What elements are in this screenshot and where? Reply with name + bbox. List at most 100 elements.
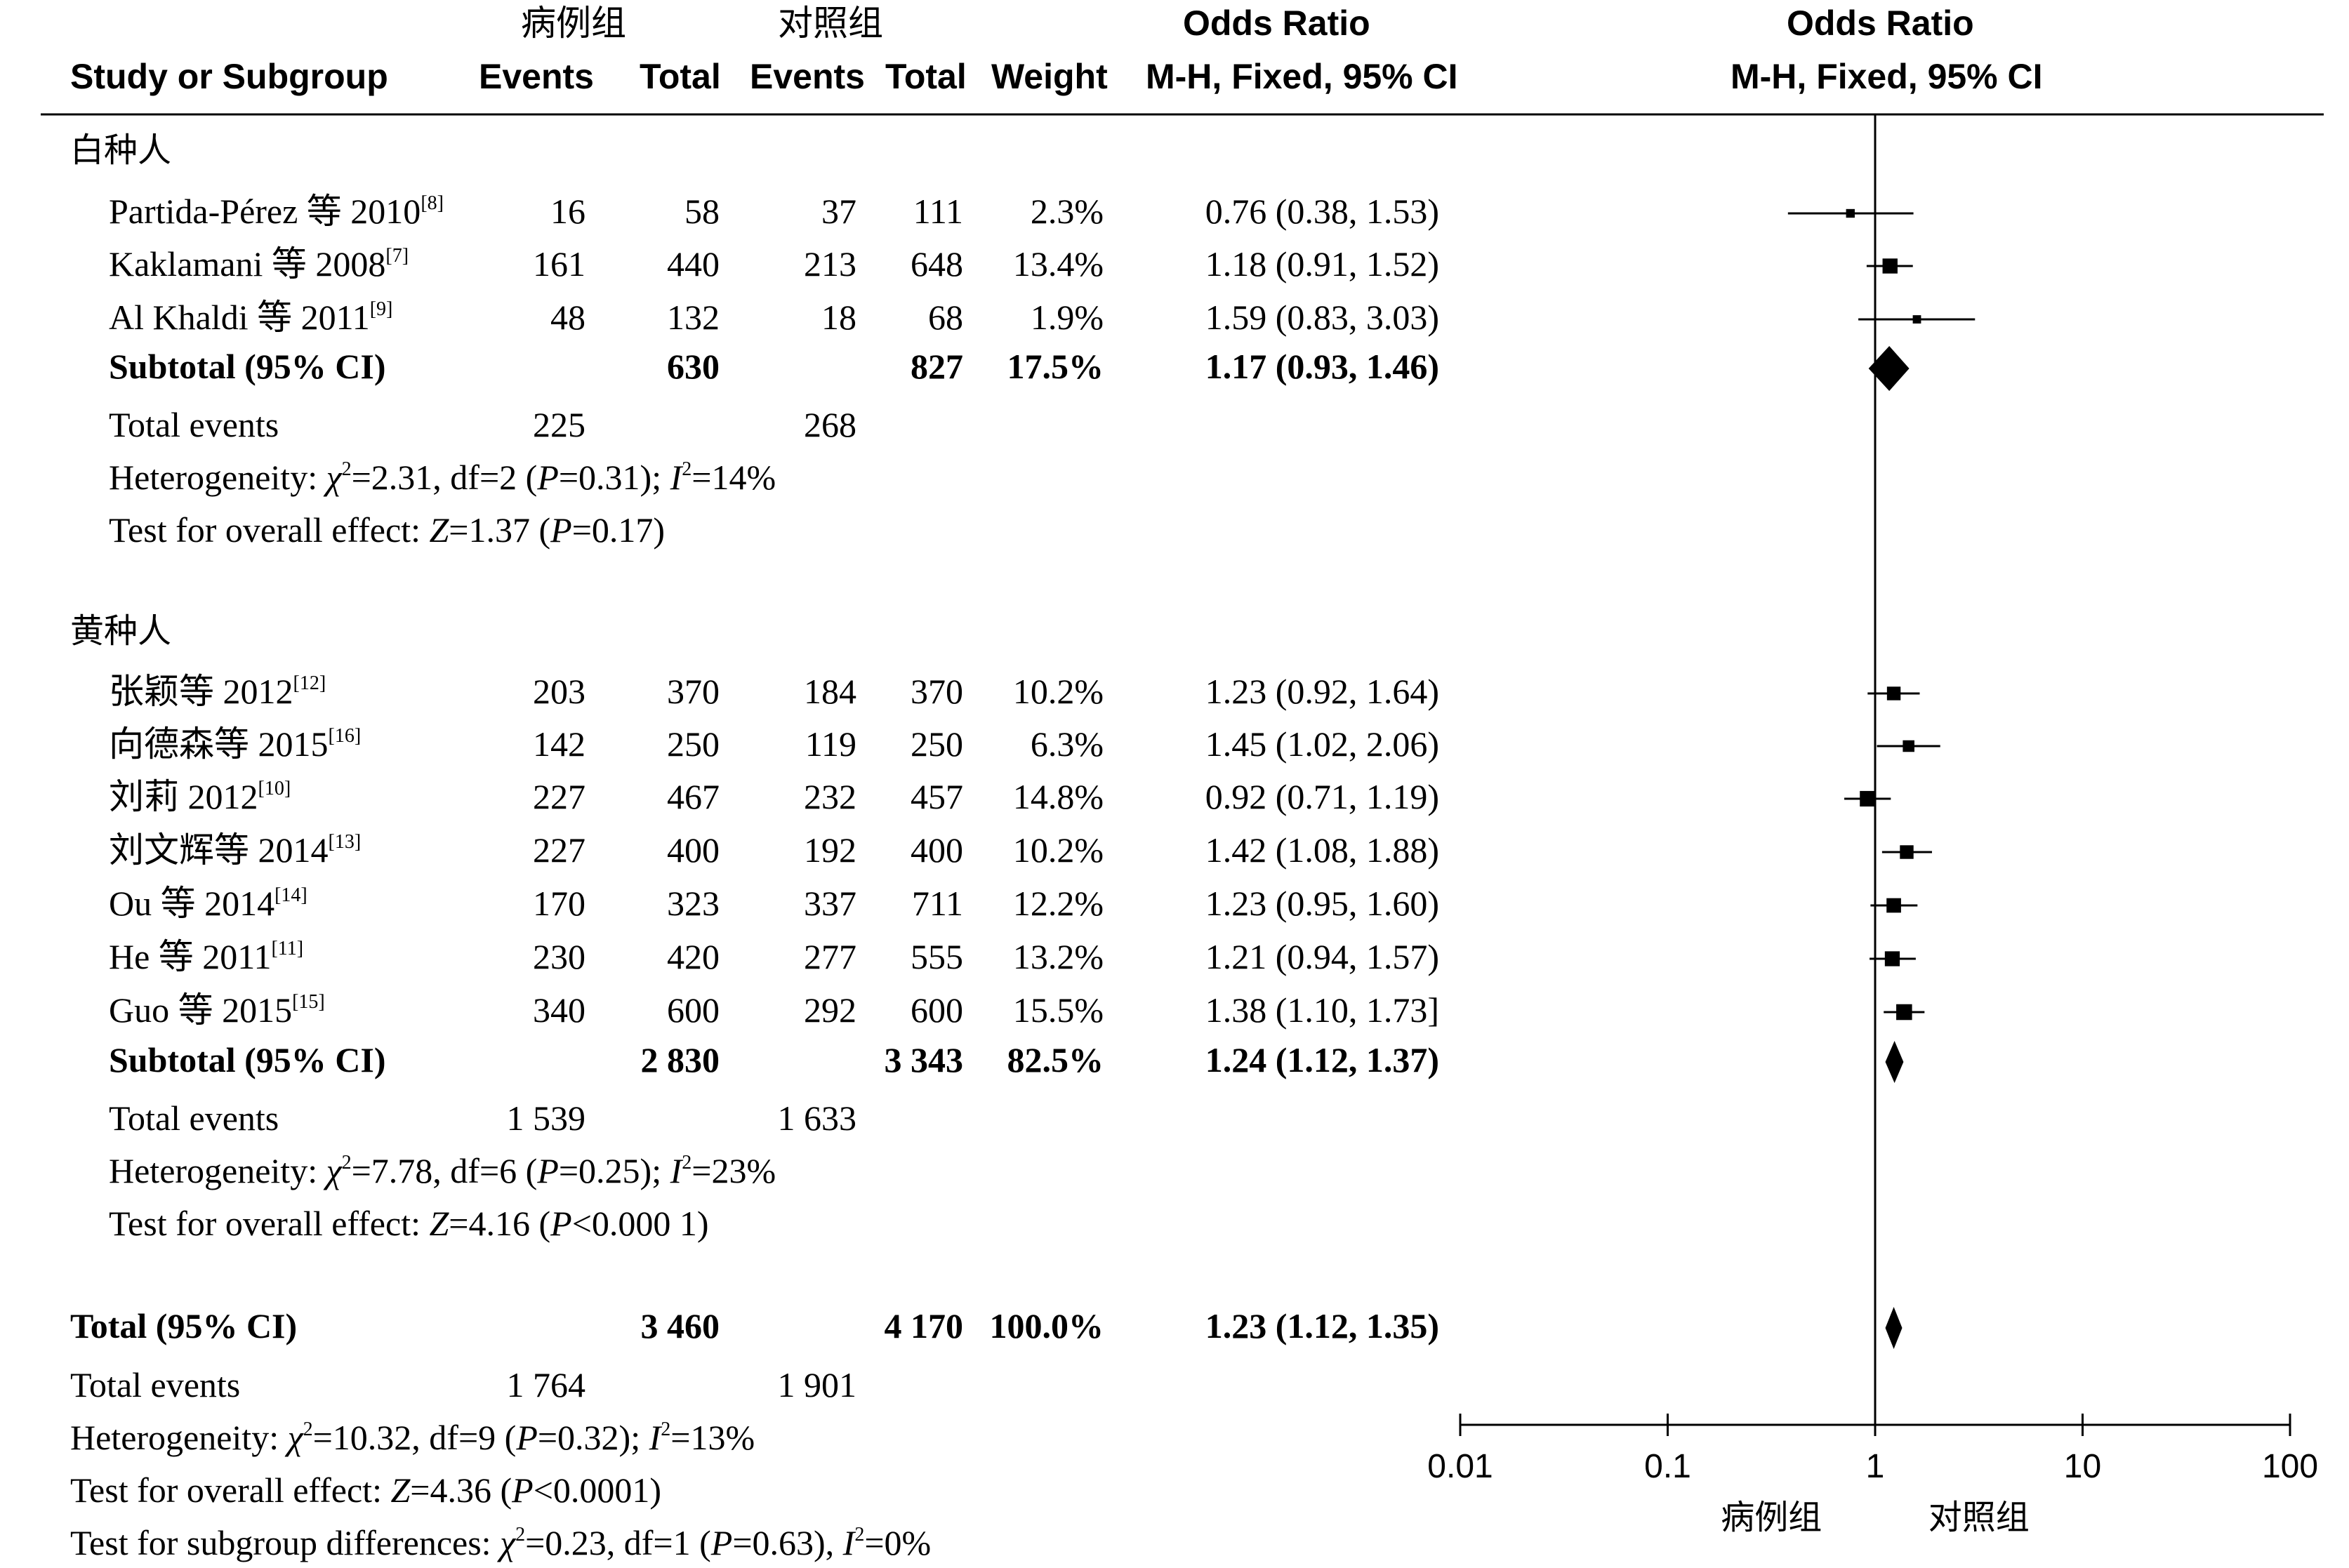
- header-odds-ratio-right: Odds Ratio: [1787, 4, 1974, 43]
- subgroup-total-events-label: Total events: [109, 405, 279, 444]
- header-ctrl-total: Total: [885, 57, 967, 96]
- case-total: 420: [667, 937, 720, 976]
- subgroup-differences: Test for subgroup differences: χ2=0.23, …: [70, 1523, 932, 1562]
- study-weight: 13.4%: [1012, 244, 1104, 284]
- ctrl-total: 68: [928, 298, 963, 337]
- study-weight: 13.2%: [1012, 937, 1104, 976]
- ctrl-events: 232: [804, 777, 856, 816]
- total-events-case: 1 764: [506, 1365, 586, 1404]
- study-weight: 10.2%: [1012, 830, 1104, 870]
- header-method-left: M-H, Fixed, 95% CI: [1146, 57, 1458, 96]
- study-weight: 2.3%: [1030, 192, 1104, 231]
- subtotal-ci: 1.24 (1.12, 1.37): [1205, 1040, 1439, 1079]
- case-total: 440: [667, 244, 720, 284]
- study-ci: 0.76 (0.38, 1.53): [1205, 192, 1439, 231]
- subgroup-heterogeneity: Heterogeneity: χ2=7.78, df=6 (P=0.25); I…: [109, 1151, 776, 1190]
- axis-tick-label: 10: [2063, 1448, 2102, 1485]
- point-estimate: [1882, 258, 1898, 274]
- study-name: Guo 等 2015[15]: [109, 990, 325, 1030]
- point-estimate: [1886, 686, 1901, 700]
- study-reference: [15]: [292, 991, 325, 1013]
- total-events-ctrl: 1 901: [777, 1365, 857, 1404]
- study-weight: 14.8%: [1012, 777, 1104, 816]
- favours-right-label: 对照组: [1928, 1498, 2030, 1537]
- axis-tick-label: 0.01: [1427, 1448, 1493, 1485]
- study-ci: 1.59 (0.83, 3.03): [1205, 298, 1439, 337]
- study-ci: 1.42 (1.08, 1.88): [1205, 830, 1439, 870]
- subtotal-ctrl-total: 827: [911, 347, 963, 386]
- subgroup-overall-effect: Test for overall effect: Z=1.37 (P=0.17): [109, 510, 666, 550]
- study-reference: [11]: [271, 938, 304, 959]
- ctrl-events: 337: [804, 884, 856, 923]
- ctrl-total: 111: [913, 192, 963, 231]
- point-estimate: [1886, 898, 1901, 913]
- case-events: 227: [533, 777, 585, 816]
- ctrl-total: 555: [911, 937, 963, 976]
- study-ci: 1.23 (0.92, 1.64): [1205, 672, 1439, 711]
- study-reference: [14]: [274, 884, 307, 906]
- study-reference: [13]: [328, 831, 362, 853]
- point-estimate: [1903, 740, 1914, 752]
- subgroup-total-events-case: 225: [533, 405, 585, 444]
- header-case-events: Events: [479, 57, 594, 96]
- total-case-total: 3 460: [640, 1306, 720, 1346]
- study-name: 刘莉 2012[10]: [109, 777, 291, 816]
- study-weight: 12.2%: [1012, 884, 1104, 923]
- total-weight: 100.0%: [989, 1306, 1104, 1346]
- header-ctrl-events: Events: [750, 57, 865, 96]
- ctrl-events: 184: [804, 672, 856, 711]
- study-name: 向德森等 2015[16]: [109, 724, 362, 764]
- ctrl-events: 277: [804, 937, 856, 976]
- subtotal-weight: 82.5%: [1007, 1040, 1104, 1079]
- ctrl-total: 648: [911, 244, 963, 284]
- case-events: 230: [533, 937, 585, 976]
- point-estimate: [1900, 845, 1914, 859]
- ctrl-events: 119: [805, 724, 856, 764]
- total-ci: 1.23 (1.12, 1.35): [1205, 1306, 1439, 1346]
- ctrl-total: 711: [911, 884, 963, 923]
- ctrl-events: 37: [821, 192, 856, 231]
- case-total: 132: [667, 298, 720, 337]
- total-ctrl-total: 4 170: [884, 1306, 964, 1346]
- study-reference: [10]: [258, 778, 291, 799]
- ctrl-total: 400: [911, 830, 963, 870]
- study-weight: 1.9%: [1030, 298, 1104, 337]
- header-control-group: 对照组: [778, 3, 883, 44]
- case-events: 16: [550, 192, 585, 231]
- study-name: Al Khaldi 等 2011[9]: [109, 298, 393, 337]
- subgroup-heading: 黄种人: [70, 611, 172, 651]
- case-total: 370: [667, 672, 720, 711]
- point-estimate: [1860, 790, 1876, 807]
- ctrl-events: 213: [804, 244, 856, 284]
- header-case-total: Total: [640, 57, 721, 96]
- subtotal-label: Subtotal (95% CI): [109, 1040, 386, 1079]
- study-name: Ou 等 2014[14]: [109, 884, 307, 923]
- ctrl-events: 292: [804, 990, 856, 1030]
- subtotal-label: Subtotal (95% CI): [109, 347, 386, 386]
- axis-tick-label: 100: [2261, 1448, 2319, 1485]
- study-name: 刘文辉等 2014[13]: [109, 830, 362, 870]
- study-ci: 0.92 (0.71, 1.19): [1205, 777, 1439, 816]
- study-ci: 1.23 (0.95, 1.60): [1205, 884, 1439, 923]
- total-label: Total (95% CI): [70, 1306, 298, 1346]
- total-heterogeneity: Heterogeneity: χ2=10.32, df=9 (P=0.32); …: [70, 1418, 755, 1457]
- case-events: 142: [533, 724, 585, 764]
- header-study: Study or Subgroup: [70, 57, 388, 96]
- summary-diamond: [1885, 1041, 1904, 1083]
- study-weight: 15.5%: [1012, 990, 1104, 1030]
- subgroup-overall-effect: Test for overall effect: Z=4.16 (P<0.000…: [109, 1204, 709, 1243]
- case-events: 170: [533, 884, 585, 923]
- favours-left-label: 病例组: [1721, 1498, 1822, 1537]
- case-events: 203: [533, 672, 585, 711]
- point-estimate: [1846, 208, 1855, 218]
- summary-diamond: [1868, 346, 1910, 391]
- study-ci: 1.38 (1.10, 1.73]: [1205, 990, 1439, 1030]
- header-odds-ratio-left: Odds Ratio: [1183, 4, 1370, 43]
- case-total: 600: [667, 990, 720, 1030]
- case-total: 58: [684, 192, 720, 231]
- ctrl-total: 250: [911, 724, 963, 764]
- study-name: 张颖等 2012[12]: [109, 672, 326, 711]
- subgroup-total-events-label: Total events: [109, 1098, 279, 1138]
